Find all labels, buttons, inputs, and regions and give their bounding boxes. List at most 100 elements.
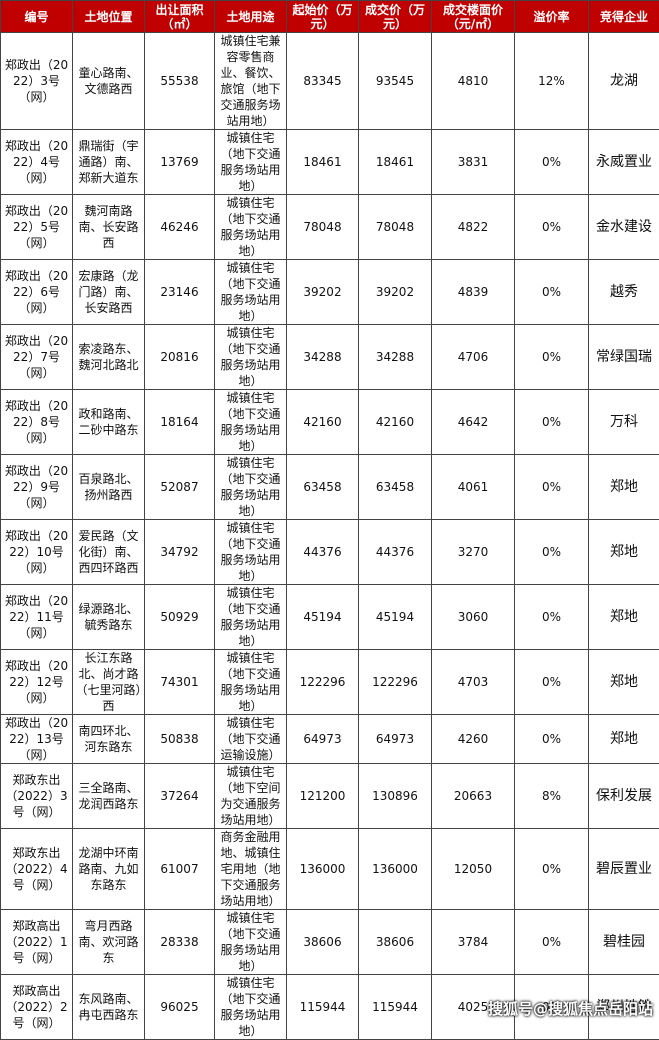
table-cell: 城镇住宅（地下交通服务场站用地） bbox=[215, 650, 287, 715]
header-row: 编号土地位置出让面积（㎡）土地用途起始价（万元）成交价（万元）成交楼面价（元/㎡… bbox=[1, 1, 659, 33]
table-cell: 42160 bbox=[359, 390, 432, 455]
table-cell: 郑政出（2022）12号（网） bbox=[1, 650, 73, 715]
table-cell: 0% bbox=[515, 520, 589, 585]
table-cell: 保利发展 bbox=[589, 764, 659, 829]
table-cell: 0% bbox=[515, 195, 589, 260]
table-cell: 郑政出（2022）3号（网） bbox=[1, 33, 73, 130]
table-cell: 0% bbox=[515, 325, 589, 390]
table-cell: 74301 bbox=[145, 650, 215, 715]
table-cell: 64973 bbox=[287, 715, 359, 764]
table-cell: 郑地 bbox=[589, 455, 659, 520]
table-cell: 郑地 bbox=[589, 650, 659, 715]
table-cell: 城镇住宅（地下交通服务场站用地） bbox=[215, 195, 287, 260]
header-cell: 溢价率 bbox=[515, 1, 589, 33]
table-cell: 45194 bbox=[287, 585, 359, 650]
table-cell: 城镇住宅（地下交通服务场站用地） bbox=[215, 390, 287, 455]
table-cell: 0% bbox=[515, 260, 589, 325]
table-cell: 20816 bbox=[145, 325, 215, 390]
header-cell: 成交楼面价（元/㎡） bbox=[432, 1, 515, 33]
table-cell: 63458 bbox=[359, 455, 432, 520]
table-cell: 12% bbox=[515, 33, 589, 130]
table-cell: 东风路南、冉屯西路东 bbox=[73, 975, 145, 1040]
table-cell: 115944 bbox=[359, 975, 432, 1040]
table-cell: 绿源路北、毓秀路东 bbox=[73, 585, 145, 650]
table-cell: 4642 bbox=[432, 390, 515, 455]
table-cell: 0% bbox=[515, 390, 589, 455]
table-cell: 34288 bbox=[359, 325, 432, 390]
table-cell: 122296 bbox=[359, 650, 432, 715]
table-cell: 郑政出（2022）11号（网） bbox=[1, 585, 73, 650]
table-cell: 136000 bbox=[359, 829, 432, 910]
table-cell: 61007 bbox=[145, 829, 215, 910]
table-cell: 45194 bbox=[359, 585, 432, 650]
table-cell: 郑政出（2022）9号（网） bbox=[1, 455, 73, 520]
table-cell: 郑政出（2022）5号（网） bbox=[1, 195, 73, 260]
table-cell: 0% bbox=[515, 910, 589, 975]
table-cell: 0% bbox=[515, 829, 589, 910]
table-cell: 永威置业 bbox=[589, 130, 659, 195]
table-cell: 城镇住宅（地下交通服务场站用地） bbox=[215, 455, 287, 520]
table-cell: 郑政出（2022）6号（网） bbox=[1, 260, 73, 325]
table-cell: 136000 bbox=[287, 829, 359, 910]
table-cell: 郑政东出（2022）3号（网） bbox=[1, 764, 73, 829]
table-cell: 38606 bbox=[359, 910, 432, 975]
table-cell: 42160 bbox=[287, 390, 359, 455]
table-cell: 121200 bbox=[287, 764, 359, 829]
table-cell: 常绿国瑞 bbox=[589, 325, 659, 390]
table-cell: 百泉路北、扬州路西 bbox=[73, 455, 145, 520]
table-cell: 郑政出（2022）13号（网） bbox=[1, 715, 73, 764]
table-cell: 郑政出（2022）8号（网） bbox=[1, 390, 73, 455]
table-cell: 城镇住宅（地下交通运输设施） bbox=[215, 715, 287, 764]
table-cell: 122296 bbox=[287, 650, 359, 715]
table-cell: 18164 bbox=[145, 390, 215, 455]
table-cell: 弯月西路南、欢河路东 bbox=[73, 910, 145, 975]
header-cell: 编号 bbox=[1, 1, 73, 33]
table-cell: 龙湖 bbox=[589, 33, 659, 130]
table-cell: 郑政出（2022）10号（网） bbox=[1, 520, 73, 585]
table-cell: 50929 bbox=[145, 585, 215, 650]
table-cell: 96025 bbox=[145, 975, 215, 1040]
table-cell: 4061 bbox=[432, 455, 515, 520]
table-cell: 52087 bbox=[145, 455, 215, 520]
table-cell: 郑政高出（2022）2号（网） bbox=[1, 975, 73, 1040]
table-cell: 3060 bbox=[432, 585, 515, 650]
table-cell: 0% bbox=[515, 650, 589, 715]
watermark: 搜狐号@搜狐焦点岳阳站 bbox=[488, 998, 653, 1019]
table-cell: 3270 bbox=[432, 520, 515, 585]
table-cell: 爱民路（文化街）南、西四环路西 bbox=[73, 520, 145, 585]
table-cell: 童心路南、文德路西 bbox=[73, 33, 145, 130]
table-cell: 碧桂园 bbox=[589, 910, 659, 975]
table-cell: 政和路南、二砂中路东 bbox=[73, 390, 145, 455]
table-cell: 64973 bbox=[359, 715, 432, 764]
table-cell: 44376 bbox=[287, 520, 359, 585]
table-cell: 魏河南路南、长安路西 bbox=[73, 195, 145, 260]
table-cell: 3831 bbox=[432, 130, 515, 195]
table-cell: 12050 bbox=[432, 829, 515, 910]
table-cell: 130896 bbox=[359, 764, 432, 829]
table-cell: 郑政出（2022）4号（网） bbox=[1, 130, 73, 195]
table-cell: 索凌路东、魏河北路北 bbox=[73, 325, 145, 390]
header-cell: 土地用途 bbox=[215, 1, 287, 33]
header-cell: 竞得企业 bbox=[589, 1, 659, 33]
header-cell: 成交价（万元） bbox=[359, 1, 432, 33]
table-cell: 38606 bbox=[287, 910, 359, 975]
table-cell: 商务金融用地、城镇住宅用地（地下交通服务场站用地） bbox=[215, 829, 287, 910]
table-cell: 4822 bbox=[432, 195, 515, 260]
table-cell: 鼎瑞街（宇通路）南、郑新大道东 bbox=[73, 130, 145, 195]
table-cell: 越秀 bbox=[589, 260, 659, 325]
table-cell: 郑政东出（2022）4号（网） bbox=[1, 829, 73, 910]
table-cell: 城镇住宅（地下交通服务场站用地） bbox=[215, 585, 287, 650]
table-cell: 4703 bbox=[432, 650, 515, 715]
table-cell: 39202 bbox=[359, 260, 432, 325]
